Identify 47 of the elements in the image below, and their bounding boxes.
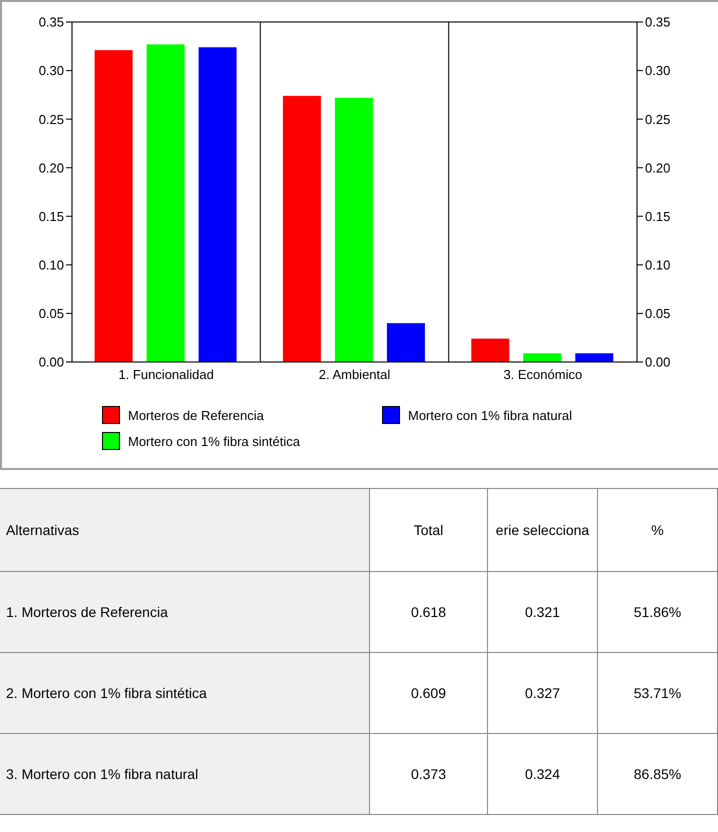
bar	[282, 96, 321, 362]
text: 0.324	[488, 734, 598, 814]
y-tick-label: 0.35	[38, 14, 64, 30]
bar	[523, 353, 562, 362]
bar	[334, 98, 373, 362]
text: 1. Morteros de Referencia	[0, 572, 370, 652]
x-tick-label: 1. Funcionalidad	[118, 367, 214, 382]
bar	[386, 323, 425, 362]
text: 51.86%	[598, 572, 718, 652]
legend-label: Mortero con 1% fibra sintética	[128, 434, 300, 448]
text: Total	[370, 489, 488, 571]
text: 53.71%	[598, 653, 718, 733]
y-tick-label: 0.30	[38, 63, 64, 78]
x-tick-label: 2. Ambiental	[318, 367, 390, 382]
text: 0.327	[488, 653, 598, 733]
y-tick-label: 0.10	[38, 257, 64, 272]
y2-tick-label: 0.10	[645, 257, 670, 272]
text: 0.618	[370, 572, 488, 652]
y-tick-label: 0.20	[38, 160, 64, 176]
bar	[94, 50, 133, 362]
y2-tick-label: 0.25	[645, 112, 670, 127]
y2-tick-label: 0.15	[645, 208, 670, 224]
x-tick-label: 3. Económico	[503, 367, 582, 382]
legend-label: Morteros de Referencia	[128, 408, 264, 422]
y-tick-label: 0.00	[38, 354, 64, 370]
y-tick-label: 0.15	[38, 208, 64, 224]
text: 3. Mortero con 1% fibra natural	[0, 734, 370, 814]
text: 0.373	[370, 734, 488, 814]
text: 86.85%	[598, 734, 718, 814]
bar	[146, 44, 185, 362]
y2-tick-label: 0.20	[645, 160, 670, 176]
y2-tick-label: 0.30	[645, 63, 670, 78]
y-tick-label: 0.05	[38, 306, 64, 322]
y2-tick-label: 0.05	[645, 306, 670, 322]
bar	[575, 353, 614, 362]
text: %	[598, 489, 718, 571]
bar	[198, 47, 237, 362]
text: 2. Mortero con 1% fibra sintética	[0, 653, 370, 733]
y2-tick-label: 0.35	[645, 14, 670, 30]
text: 0.609	[370, 653, 488, 733]
text: 0.321	[488, 572, 598, 652]
legend-label: Mortero con 1% fibra natural	[408, 408, 572, 422]
bar	[471, 338, 510, 362]
text: Alternativas	[0, 489, 370, 571]
y2-tick-label: 0.00	[645, 354, 670, 370]
text: erie selecciona	[488, 489, 598, 571]
y-tick-label: 0.25	[38, 112, 64, 127]
